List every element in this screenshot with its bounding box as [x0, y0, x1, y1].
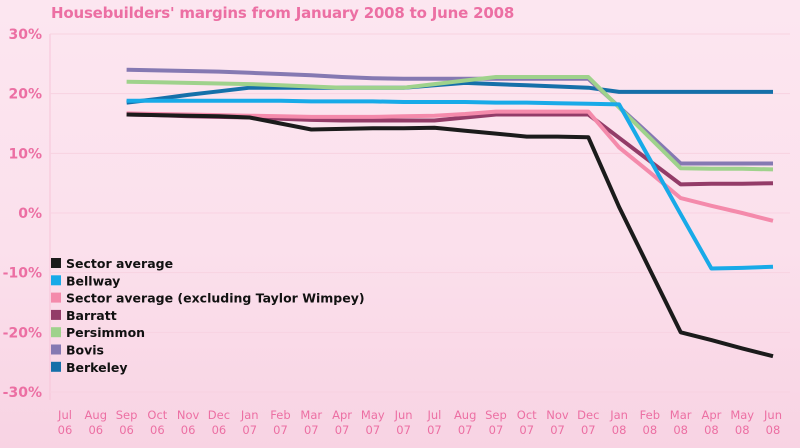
x-tick-month: Jul	[426, 408, 441, 422]
x-tick-month: Oct	[147, 408, 167, 422]
x-tick-year: 07	[550, 423, 565, 437]
x-tick-month: Jan	[240, 408, 259, 422]
legend-swatch	[51, 292, 61, 303]
x-tick-month: Apr	[332, 408, 352, 422]
x-tick-month: Jun	[394, 408, 413, 422]
x-tick-year: 08	[735, 423, 750, 437]
legend-label: Berkeley	[66, 360, 128, 375]
x-tick-month: Mar	[300, 408, 322, 422]
x-tick-year: 07	[489, 423, 504, 437]
x-tick-month: Nov	[546, 408, 569, 422]
x-tick-month: Sep	[485, 408, 507, 422]
x-tick-year: 06	[212, 423, 227, 437]
legend-label: Bovis	[66, 343, 104, 358]
x-tick-year: 07	[242, 423, 257, 437]
x-tick-year: 07	[273, 423, 288, 437]
legend-label: Barratt	[66, 308, 117, 323]
x-tick-month: Feb	[270, 408, 290, 422]
x-tick-year: 07	[304, 423, 319, 437]
x-tick-month: Nov	[177, 408, 200, 422]
y-tick-label: -20%	[3, 325, 42, 341]
x-tick-year: 07	[366, 423, 381, 437]
x-tick-year: 06	[58, 423, 73, 437]
y-tick-label: -30%	[3, 385, 42, 401]
x-tick-year: 07	[519, 423, 534, 437]
x-tick-month: May	[730, 408, 754, 422]
series-line-barratt	[126, 112, 774, 187]
legend-swatch	[51, 309, 61, 320]
x-tick-month: Apr	[701, 408, 721, 422]
x-tick-month: Feb	[640, 408, 660, 422]
chart-title: Housebuilders' margins from January 2008…	[51, 4, 515, 22]
x-tick-month: Oct	[517, 408, 537, 422]
x-tick-month: Jul	[57, 408, 72, 422]
series-line-bovis	[126, 67, 773, 166]
y-tick-label: 10%	[8, 146, 42, 162]
x-tick-year: 06	[88, 423, 103, 437]
y-tick-label: 30%	[8, 27, 42, 43]
x-tick-month: Dec	[577, 408, 599, 422]
x-tick-year: 07	[581, 423, 596, 437]
x-tick-month: Jan	[609, 408, 628, 422]
x-tick-month: Mar	[670, 408, 692, 422]
x-tick-month: May	[361, 408, 385, 422]
x-tick-year: 06	[150, 423, 165, 437]
x-tick-year: 08	[612, 423, 627, 437]
x-tick-year: 08	[766, 423, 781, 437]
series-line-sector-average	[126, 112, 774, 359]
legend-label: Sector average (excluding Taylor Wimpey)	[66, 291, 365, 306]
x-tick-month: Aug	[85, 408, 107, 422]
x-tick-month: Dec	[208, 408, 230, 422]
x-tick-year: 07	[427, 423, 442, 437]
x-tick-year: 06	[119, 423, 134, 437]
x-tick-month: Jun	[763, 408, 782, 422]
series-line-persimmon	[126, 75, 774, 172]
y-tick-label: -10%	[3, 266, 42, 282]
legend-swatch	[51, 258, 61, 268]
x-tick-year: 08	[673, 423, 688, 437]
x-tick-year: 07	[396, 423, 411, 437]
x-tick-year: 07	[458, 423, 473, 437]
legend-swatch	[51, 361, 61, 372]
x-tick-year: 08	[704, 423, 719, 437]
legend-label: Bellway	[66, 273, 120, 288]
series-line-bellway	[126, 98, 774, 271]
x-tick-month: Sep	[116, 408, 138, 422]
legend-swatch	[51, 344, 61, 355]
x-tick-year: 07	[335, 423, 350, 437]
y-tick-label: 20%	[8, 87, 42, 103]
x-tick-month: Aug	[454, 408, 476, 422]
y-tick-label: 0%	[18, 206, 42, 222]
legend-label: Persimmon	[66, 325, 145, 340]
legend-label: Sector average	[66, 256, 173, 271]
legend-swatch	[51, 275, 61, 286]
legend-swatch	[51, 327, 61, 338]
x-tick-year: 08	[643, 423, 658, 437]
x-tick-year: 06	[181, 423, 196, 437]
